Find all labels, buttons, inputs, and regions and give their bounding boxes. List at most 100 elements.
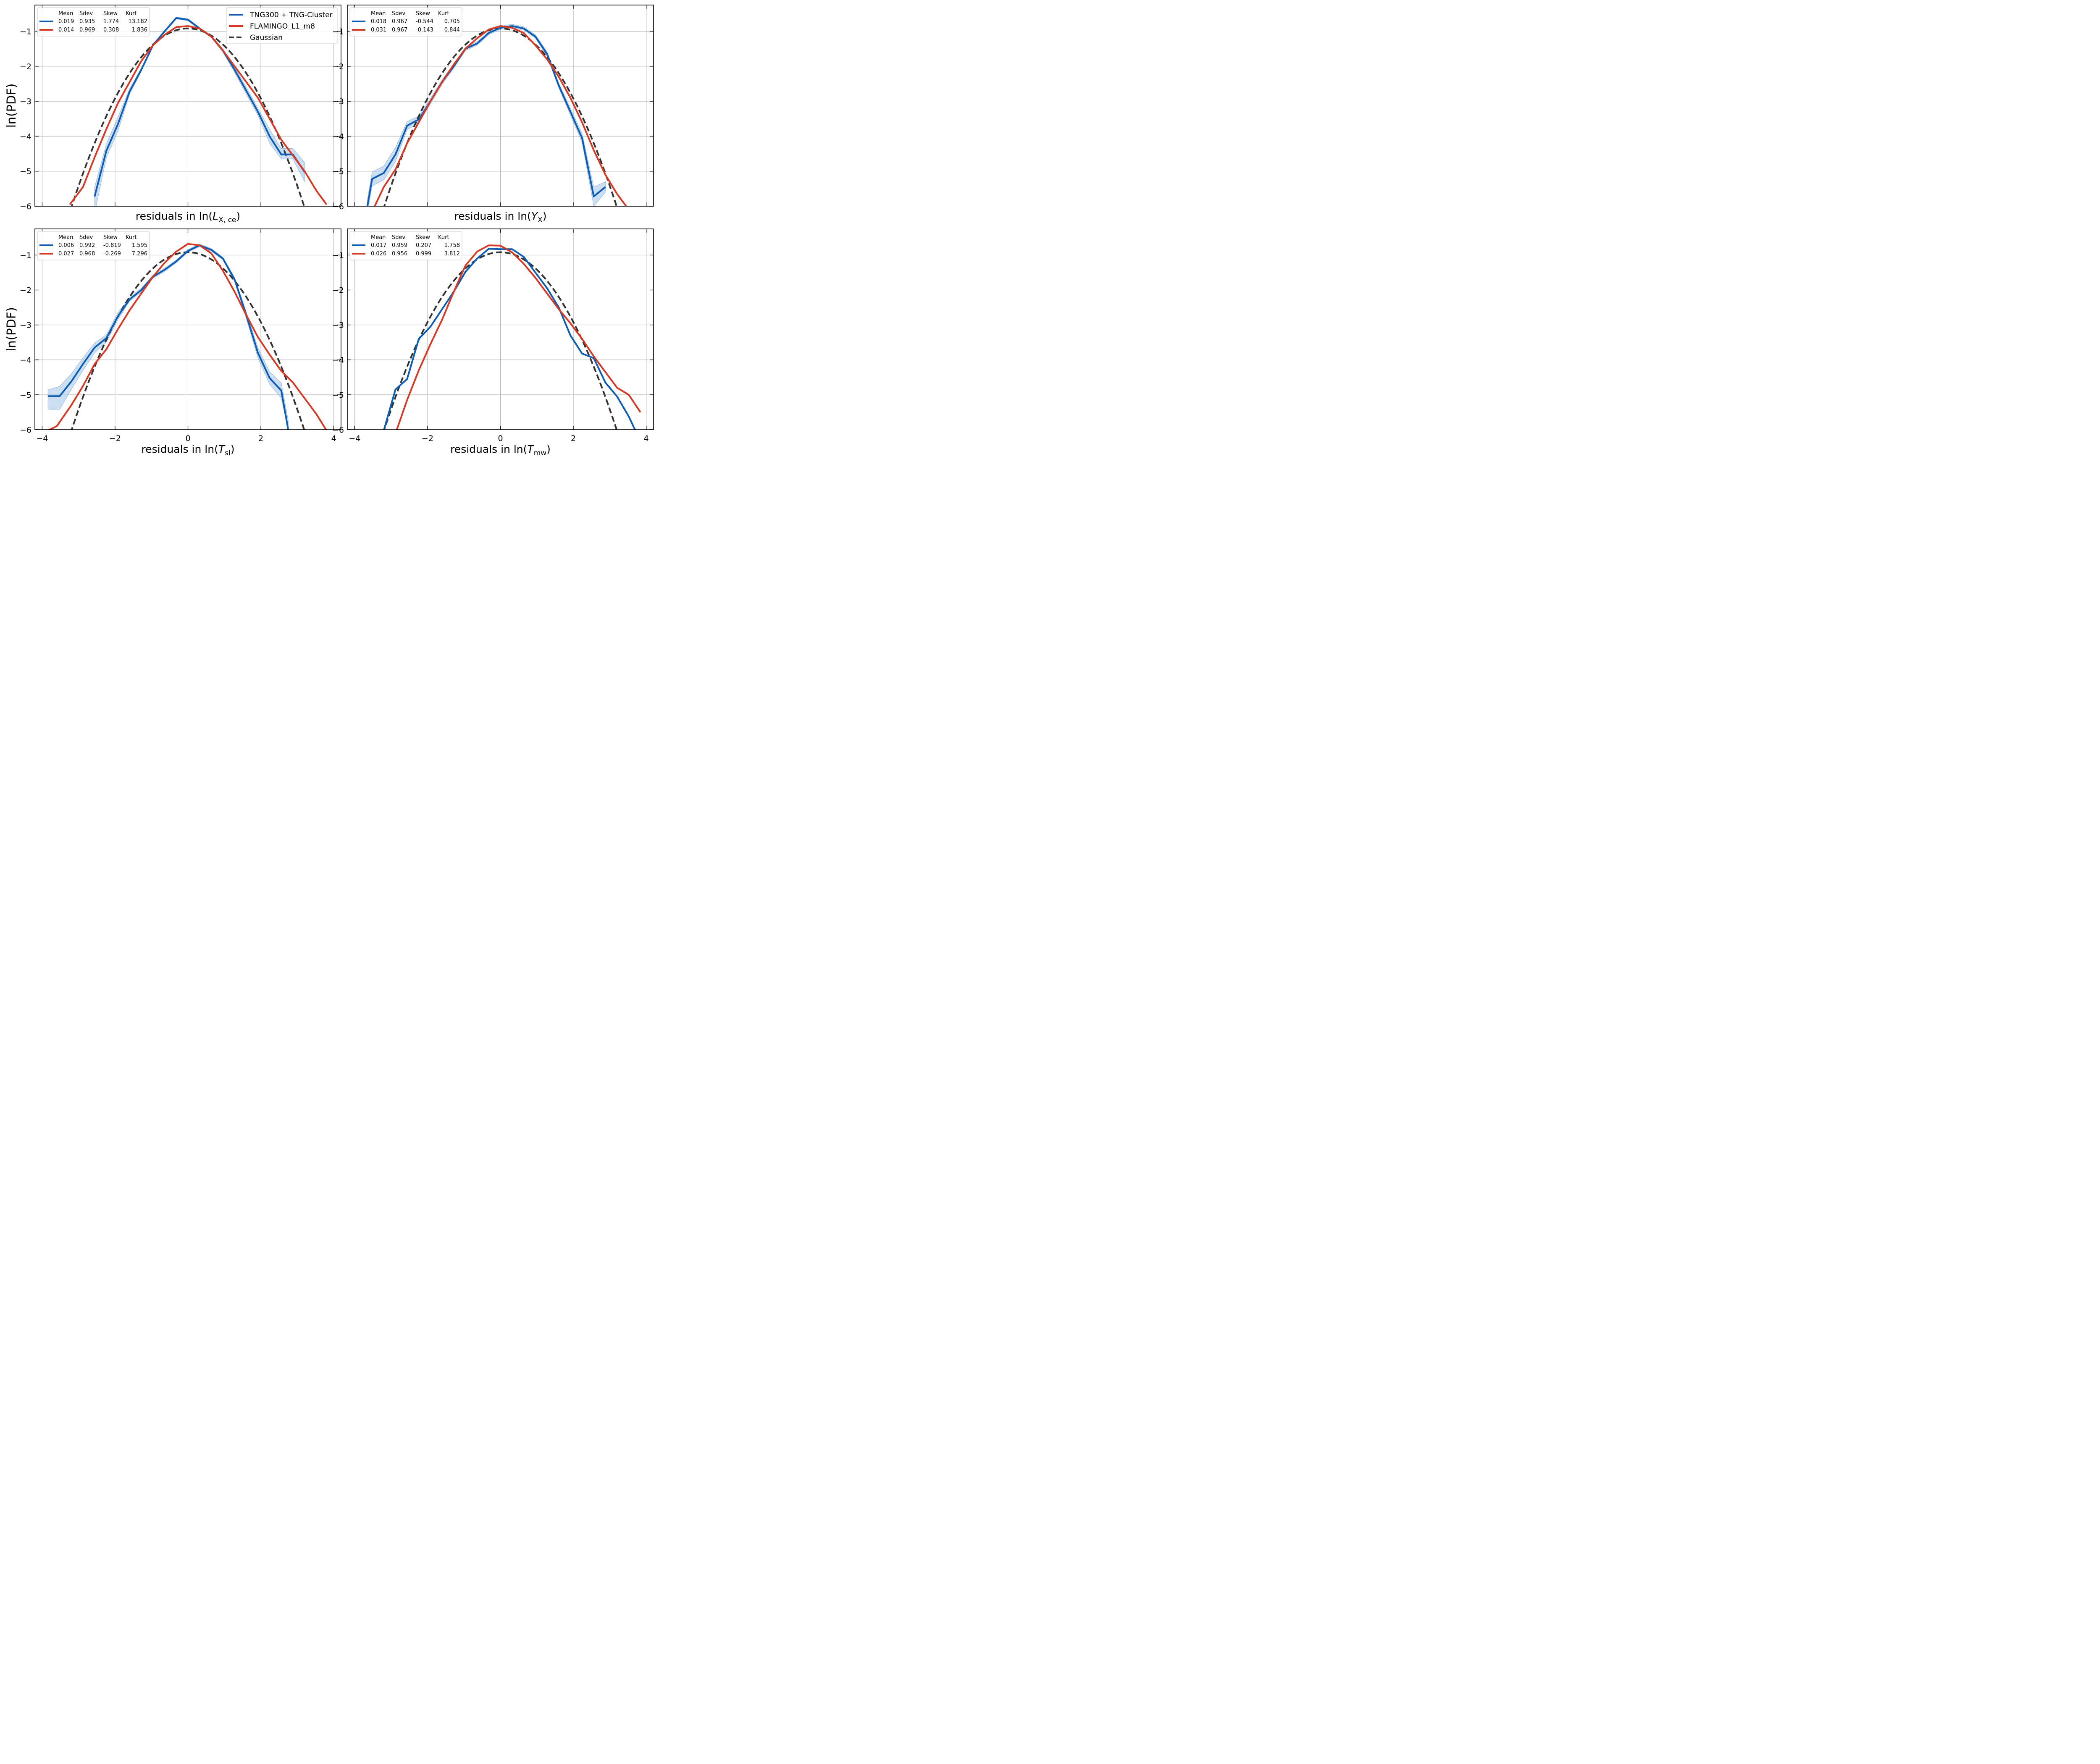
stats-header: Sdev xyxy=(79,234,93,241)
stats-value: 0.017 xyxy=(371,242,386,249)
flamingo-point xyxy=(488,245,489,246)
flamingo-point xyxy=(628,394,629,395)
y-tick-label: −3 xyxy=(332,97,344,106)
stats-header: Mean xyxy=(58,10,73,17)
stats-value: 0.967 xyxy=(392,27,407,33)
y-tick-label: −4 xyxy=(20,132,32,141)
flamingo-point xyxy=(500,245,501,246)
flamingo-point xyxy=(488,29,489,30)
flamingo-line xyxy=(396,244,641,430)
tng-point xyxy=(395,389,396,390)
x-axis-label-sub: mw xyxy=(534,449,547,457)
x-tick-label: −4 xyxy=(36,434,48,443)
stats-header: Mean xyxy=(58,234,73,241)
y-tick-label: −5 xyxy=(332,391,344,400)
stats-value: 0.959 xyxy=(392,242,407,249)
y-axis-label: ln(PDF) xyxy=(4,307,18,352)
y-tick-label: −4 xyxy=(332,356,344,365)
stats-header: Skew xyxy=(103,10,118,17)
y-tick-label: −2 xyxy=(332,286,344,295)
tng-point xyxy=(395,154,396,155)
stats-value: 0.967 xyxy=(392,18,407,25)
gaussian-line xyxy=(383,251,618,430)
flamingo-line xyxy=(69,25,327,205)
legend-label: Gaussian xyxy=(250,34,283,42)
plot-area xyxy=(69,16,327,206)
flamingo-point xyxy=(593,356,594,357)
tng-line xyxy=(383,248,636,430)
tng-point xyxy=(94,347,95,348)
stats-value: 0.935 xyxy=(79,18,95,25)
x-tick-label: −2 xyxy=(109,434,121,443)
x-axis-label-var: L xyxy=(213,210,218,222)
x-tick-label: 4 xyxy=(331,434,336,443)
x-axis-label-post: ) xyxy=(231,443,235,455)
x-axis-label-post: ) xyxy=(236,210,240,222)
tng-line xyxy=(48,244,289,430)
stats-value: -0.544 xyxy=(416,18,433,25)
y-tick-label: −4 xyxy=(20,356,32,365)
stats-header: Sdev xyxy=(392,10,406,17)
tng-point xyxy=(523,28,524,29)
legend-label: FLAMINGO_L1_m8 xyxy=(250,22,315,31)
y-tick-label: −2 xyxy=(20,62,32,71)
flamingo-point xyxy=(326,204,327,205)
plot-area xyxy=(366,24,627,206)
stats-value: 1.774 xyxy=(103,18,119,25)
y-tick-label: −1 xyxy=(20,251,32,260)
stats-value: 0.031 xyxy=(371,27,386,33)
stats-value: -0.819 xyxy=(103,242,121,249)
stats-header: Kurt xyxy=(438,234,449,241)
y-tick-label: −5 xyxy=(20,391,32,400)
tng-point xyxy=(535,36,536,37)
x-tick-label: −2 xyxy=(422,434,433,443)
y-tick-label: −5 xyxy=(20,167,32,176)
stats-header: Sdev xyxy=(392,234,406,241)
stats-value: 0.019 xyxy=(58,18,74,25)
legend-label: TNG300 + TNG-Cluster xyxy=(249,11,333,19)
y-tick-label: −5 xyxy=(332,167,344,176)
stats-value: 13.182 xyxy=(129,18,148,25)
x-axis-label-pre: residuals in ln( xyxy=(454,210,531,222)
stats-header: Mean xyxy=(371,10,386,17)
tng-point xyxy=(605,382,606,383)
stats-value: 3.812 xyxy=(444,251,460,257)
stats-value: 0.956 xyxy=(392,251,407,257)
stats-header: Kurt xyxy=(126,234,137,241)
flamingo-point xyxy=(269,118,270,119)
x-tick-label: −4 xyxy=(349,434,360,443)
stats-header: Sdev xyxy=(79,10,93,17)
stats-value: 0.018 xyxy=(371,18,386,25)
stats-value: 1.836 xyxy=(132,27,147,33)
stats-value: 0.026 xyxy=(371,251,386,257)
y-tick-label: −1 xyxy=(332,27,344,36)
x-axis-label-sub: sl xyxy=(225,449,231,457)
y-tick-label: −1 xyxy=(332,251,344,260)
x-axis-label: residuals in ln(LX, ce) xyxy=(136,210,240,224)
flamingo-point xyxy=(94,157,95,158)
stats-value: 0.027 xyxy=(58,251,74,257)
gaussian-line xyxy=(71,27,305,206)
stats-value: 0.014 xyxy=(58,27,74,33)
tng-point xyxy=(106,338,107,339)
flamingo-point xyxy=(141,293,142,294)
tng-point xyxy=(164,31,165,32)
stats-box xyxy=(37,7,150,37)
stats-header: Skew xyxy=(103,234,118,241)
flamingo-point xyxy=(465,265,466,266)
tng-uncertainty-band xyxy=(47,244,289,430)
x-axis-label-var: T xyxy=(527,443,534,455)
stats-value: 0.992 xyxy=(79,242,95,249)
gaussian-line xyxy=(71,251,305,430)
tng-line xyxy=(366,25,606,206)
panel-top-left: −6 −5 −4 −3 −2 −1 residuals in ln(LX, ce) ln(PD… xyxy=(4,5,341,224)
y-tick-label: −3 xyxy=(332,321,344,330)
plot-area xyxy=(47,243,327,430)
y-tick-label: −1 xyxy=(20,27,32,36)
stats-header: Kurt xyxy=(126,10,137,17)
x-axis-label-sub: X, ce xyxy=(218,216,236,224)
flamingo-point xyxy=(164,34,165,35)
stats-value: 0.207 xyxy=(416,242,431,249)
tng-line xyxy=(94,17,305,197)
